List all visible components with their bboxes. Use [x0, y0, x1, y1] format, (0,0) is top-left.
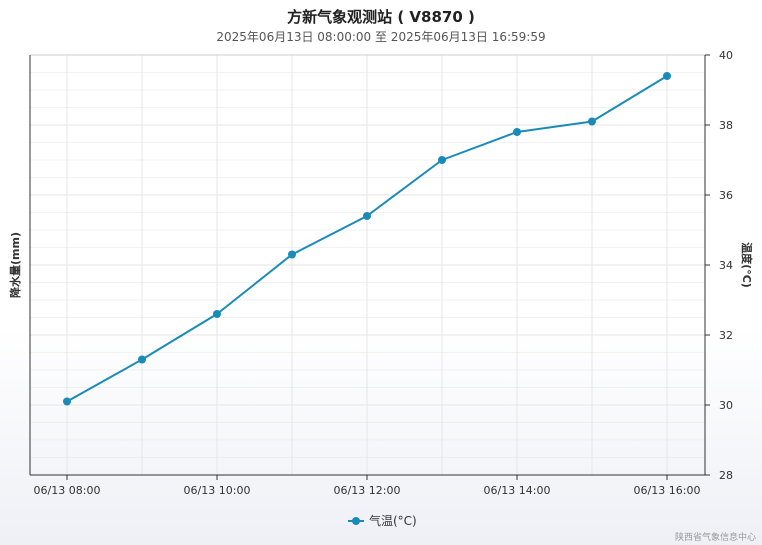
series-temperature: [63, 72, 671, 406]
legend-label[interactable]: 气温(°C): [369, 513, 417, 528]
data-point[interactable]: [138, 355, 146, 364]
data-point[interactable]: [438, 156, 446, 164]
x-tick-label: 06/13 16:00: [634, 484, 701, 497]
y-tick-label: 38: [719, 119, 733, 132]
x-tick-label: 06/13 10:00: [184, 484, 251, 497]
data-point[interactable]: [288, 250, 296, 259]
data-point[interactable]: [663, 72, 671, 80]
data-point[interactable]: [588, 117, 596, 126]
y-tick-label: 34: [719, 259, 733, 272]
y-tick-label: 28: [719, 469, 733, 482]
tick-labels: 06/13 08:00 06/13 10:00 06/13 12:00 06/13 1…: [8, 49, 754, 497]
x-tick-label: 06/13 08:00: [34, 484, 101, 497]
axes: [29, 54, 710, 480]
y-tick-label: 30: [719, 399, 733, 412]
legend-marker-symbol: [352, 517, 360, 525]
legend[interactable]: 气温(°C): [348, 513, 417, 528]
x-tick-label: 06/13 12:00: [334, 484, 401, 497]
chart-title: 方新气象观测站 ( V8870 ): [287, 8, 475, 26]
right-axis-title: 温度(°C): [740, 242, 754, 288]
data-point[interactable]: [63, 397, 71, 406]
chart-subtitle: 2025年06月13日 08:00:00 至 2025年06月13日 16:59…: [216, 30, 546, 44]
data-point[interactable]: [363, 212, 371, 220]
grid: [30, 54, 705, 476]
x-tick-label: 06/13 14:00: [484, 484, 551, 497]
y-tick-label: 32: [719, 329, 733, 342]
credit-text[interactable]: 陕西省气象信息中心: [674, 533, 756, 543]
data-point[interactable]: [513, 128, 521, 136]
y-tick-label: 40: [719, 49, 733, 62]
left-axis-title: 降水量(mm): [8, 232, 22, 298]
data-point[interactable]: [213, 310, 221, 318]
y-tick-label: 36: [719, 189, 733, 202]
